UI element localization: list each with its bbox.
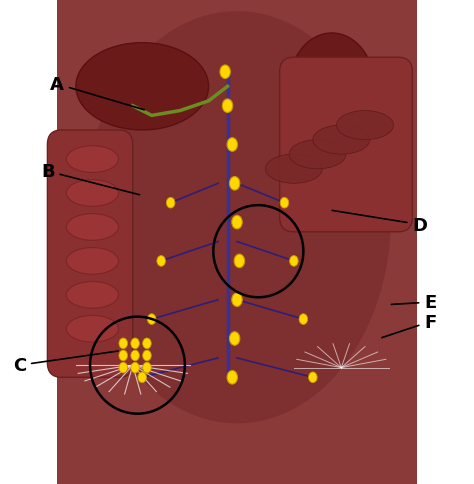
Ellipse shape xyxy=(234,255,245,268)
Ellipse shape xyxy=(66,181,118,207)
Ellipse shape xyxy=(147,314,156,325)
Ellipse shape xyxy=(229,177,240,191)
Ellipse shape xyxy=(83,12,391,424)
Ellipse shape xyxy=(289,140,346,169)
Ellipse shape xyxy=(229,332,240,346)
Ellipse shape xyxy=(166,198,175,209)
Ellipse shape xyxy=(299,314,308,325)
Ellipse shape xyxy=(220,66,230,79)
Ellipse shape xyxy=(66,282,118,309)
Bar xyxy=(417,0,474,484)
FancyBboxPatch shape xyxy=(47,0,427,484)
Ellipse shape xyxy=(66,147,118,173)
Ellipse shape xyxy=(157,256,165,267)
Ellipse shape xyxy=(66,248,118,275)
Ellipse shape xyxy=(309,372,317,383)
Ellipse shape xyxy=(337,111,393,140)
Ellipse shape xyxy=(280,198,289,209)
Text: D: D xyxy=(332,211,428,234)
FancyBboxPatch shape xyxy=(280,58,412,232)
Ellipse shape xyxy=(222,100,233,113)
Bar xyxy=(0,0,57,484)
Ellipse shape xyxy=(138,372,146,383)
Text: C: C xyxy=(13,351,118,375)
Text: A: A xyxy=(50,76,144,110)
Ellipse shape xyxy=(232,293,242,307)
Ellipse shape xyxy=(131,338,139,349)
Ellipse shape xyxy=(290,256,298,267)
Ellipse shape xyxy=(143,338,151,349)
Ellipse shape xyxy=(289,34,374,140)
Ellipse shape xyxy=(227,371,237,384)
Ellipse shape xyxy=(119,338,128,349)
Ellipse shape xyxy=(131,350,139,361)
Ellipse shape xyxy=(232,216,242,229)
Ellipse shape xyxy=(313,126,370,155)
Ellipse shape xyxy=(143,363,151,373)
Ellipse shape xyxy=(76,44,209,131)
Text: E: E xyxy=(392,293,437,312)
Ellipse shape xyxy=(131,363,139,373)
Ellipse shape xyxy=(66,214,118,241)
Ellipse shape xyxy=(119,363,128,373)
FancyBboxPatch shape xyxy=(47,131,133,378)
Ellipse shape xyxy=(265,155,322,184)
Ellipse shape xyxy=(119,350,128,361)
Ellipse shape xyxy=(143,350,151,361)
Text: B: B xyxy=(41,163,139,196)
Text: F: F xyxy=(382,313,437,338)
Ellipse shape xyxy=(227,138,237,152)
Ellipse shape xyxy=(66,316,118,343)
